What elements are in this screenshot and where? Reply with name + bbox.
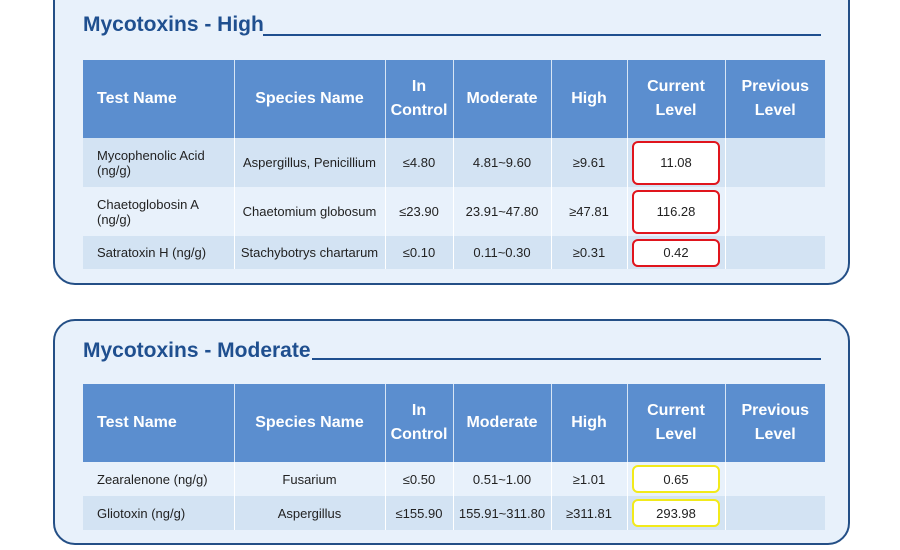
title-rule xyxy=(263,34,821,36)
current-level-flag-moderate: 0.65 xyxy=(632,465,720,493)
previous-level-cell xyxy=(725,236,825,269)
test-name-cell: Zearalenone (ng/g) xyxy=(83,462,235,496)
species-name-cell: Stachybotrys chartarum xyxy=(234,236,386,269)
previous-level-cell xyxy=(725,496,825,530)
column-header-in-control: In Control xyxy=(385,60,454,138)
column-header-species-name: Species Name xyxy=(234,60,386,138)
moderate-cell: 4.81~9.60 xyxy=(453,138,552,187)
column-header-in-control: In Control xyxy=(385,384,454,462)
high-cell: ≥47.81 xyxy=(551,187,628,236)
mycotoxins-high-panel: Mycotoxins - High Test Name Species Name… xyxy=(53,0,850,285)
current-level-flag-high: 11.08 xyxy=(632,140,720,185)
current-level-cell: 0.42 xyxy=(627,236,726,269)
section-title-high: Mycotoxins - High xyxy=(83,13,264,36)
column-header-current-level: Current Level xyxy=(627,384,726,462)
high-cell: ≥9.61 xyxy=(551,138,628,187)
table-row: Chaetoglobosin A (ng/g) Chaetomium globo… xyxy=(83,187,825,236)
in-control-cell: ≤155.90 xyxy=(385,496,454,530)
test-name-cell: Satratoxin H (ng/g) xyxy=(83,236,235,269)
species-name-cell: Fusarium xyxy=(234,462,386,496)
moderate-cell: 0.51~1.00 xyxy=(453,462,552,496)
species-name-cell: Aspergillus xyxy=(234,496,386,530)
current-level-cell: 11.08 xyxy=(627,138,726,187)
test-name-cell: Chaetoglobosin A (ng/g) xyxy=(83,187,235,236)
high-cell: ≥311.81 xyxy=(551,496,628,530)
column-header-species-name: Species Name xyxy=(234,384,386,462)
column-header-test-name: Test Name xyxy=(83,60,235,138)
table-row: Mycophenolic Acid (ng/g) Aspergillus, Pe… xyxy=(83,138,825,187)
high-cell: ≥1.01 xyxy=(551,462,628,496)
current-level-cell: 293.98 xyxy=(627,496,726,530)
in-control-cell: ≤0.10 xyxy=(385,236,454,269)
column-header-high: High xyxy=(551,60,628,138)
mycotoxins-moderate-table: Test Name Species Name In Control Modera… xyxy=(83,384,825,530)
test-name-cell: Mycophenolic Acid (ng/g) xyxy=(83,138,235,187)
table-row: Zearalenone (ng/g) Fusarium ≤0.50 0.51~1… xyxy=(83,462,825,496)
current-level-flag-moderate: 293.98 xyxy=(632,499,720,527)
in-control-cell: ≤4.80 xyxy=(385,138,454,187)
species-name-cell: Aspergillus, Penicillium xyxy=(234,138,386,187)
mycotoxins-high-table: Test Name Species Name In Control Modera… xyxy=(83,60,825,269)
in-control-cell: ≤23.90 xyxy=(385,187,454,236)
moderate-cell: 23.91~47.80 xyxy=(453,187,552,236)
in-control-cell: ≤0.50 xyxy=(385,462,454,496)
current-level-cell: 0.65 xyxy=(627,462,726,496)
section-title-moderate: Mycotoxins - Moderate xyxy=(83,339,311,362)
column-header-moderate: Moderate xyxy=(453,60,552,138)
title-rule xyxy=(312,358,821,360)
mycotoxins-moderate-panel: Mycotoxins - Moderate Test Name Species … xyxy=(53,319,850,545)
current-level-flag-high: 0.42 xyxy=(632,238,720,267)
column-header-previous-level: Previous Level xyxy=(725,384,825,462)
current-level-cell: 116.28 xyxy=(627,187,726,236)
previous-level-cell xyxy=(725,138,825,187)
column-header-test-name: Test Name xyxy=(83,384,235,462)
column-header-moderate: Moderate xyxy=(453,384,552,462)
table-row: Satratoxin H (ng/g) Stachybotrys chartar… xyxy=(83,236,825,269)
column-header-high: High xyxy=(551,384,628,462)
test-name-cell: Gliotoxin (ng/g) xyxy=(83,496,235,530)
column-header-current-level: Current Level xyxy=(627,60,726,138)
current-level-flag-high: 116.28 xyxy=(632,189,720,234)
column-header-previous-level: Previous Level xyxy=(725,60,825,138)
high-cell: ≥0.31 xyxy=(551,236,628,269)
previous-level-cell xyxy=(725,187,825,236)
table-header-row: Test Name Species Name In Control Modera… xyxy=(83,60,825,138)
moderate-cell: 155.91~311.80 xyxy=(453,496,552,530)
moderate-cell: 0.11~0.30 xyxy=(453,236,552,269)
table-row: Gliotoxin (ng/g) Aspergillus ≤155.90 155… xyxy=(83,496,825,530)
table-header-row: Test Name Species Name In Control Modera… xyxy=(83,384,825,462)
previous-level-cell xyxy=(725,462,825,496)
species-name-cell: Chaetomium globosum xyxy=(234,187,386,236)
